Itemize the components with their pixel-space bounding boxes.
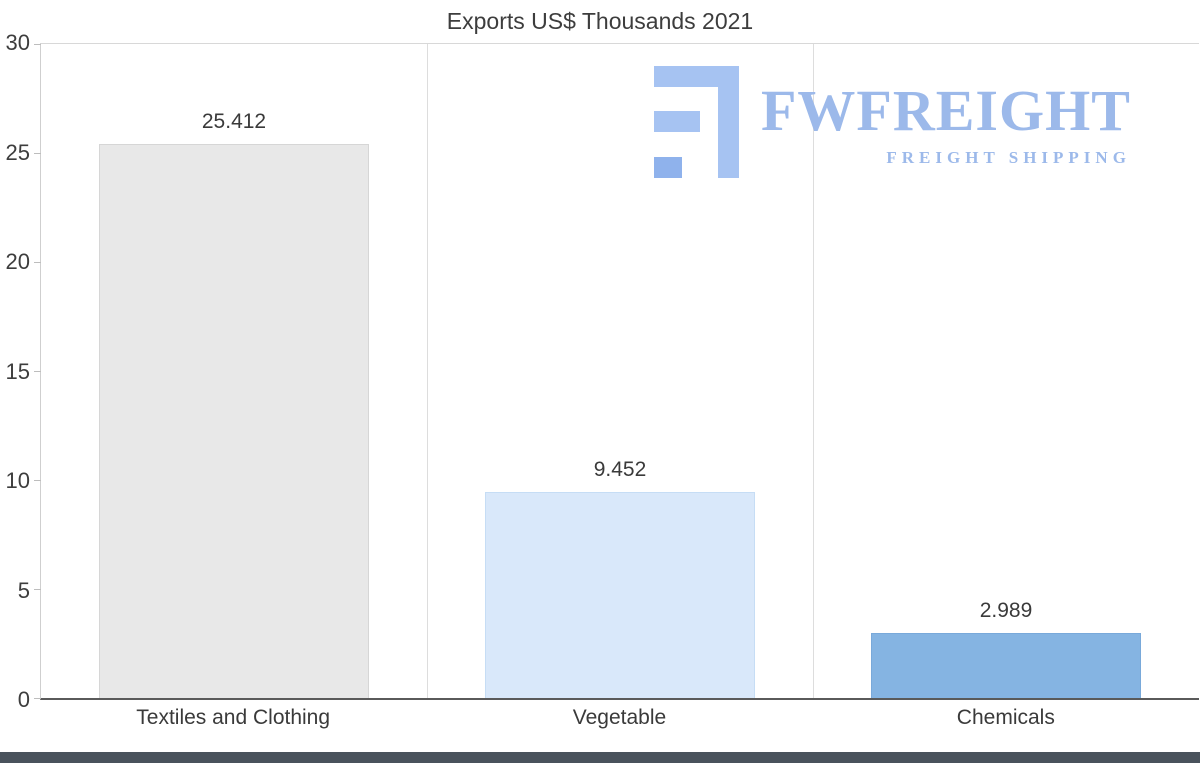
x-axis-label: Textiles and Clothing (136, 706, 331, 729)
bar-value-label: 25.412 (201, 110, 267, 134)
bar-slot: 25.412 (41, 44, 427, 698)
bar (870, 632, 1142, 698)
y-tick-mark (34, 262, 41, 263)
category-gridline (813, 44, 814, 698)
logo-tagline: FREIGHT SHIPPING (886, 148, 1131, 167)
freight-logo-icon (648, 66, 745, 184)
x-axis: Textiles and Clothing Vegetable Chemicals (40, 706, 1199, 740)
x-axis-label: Chemicals (956, 706, 1055, 729)
bar (98, 144, 370, 698)
y-axis-label: 5 (17, 577, 30, 603)
bar-value-label: 9.452 (593, 457, 647, 481)
y-axis: 0 5 10 15 20 25 30 (0, 30, 38, 712)
y-tick-mark (34, 589, 41, 590)
logo-name: FWFREIGHT (761, 78, 1131, 143)
y-tick-mark (34, 371, 41, 372)
chart-title: Exports US$ Thousands 2021 (446, 8, 754, 34)
logo-text-block: FWFREIGHT FREIGHT SHIPPING (761, 82, 1131, 168)
y-axis-label: 0 (17, 687, 30, 712)
watermark-logo: FWFREIGHT FREIGHT SHIPPING (648, 66, 1131, 184)
y-tick-mark (34, 44, 41, 45)
plot-area: 25.412 9.452 2.989 (34, 43, 1199, 700)
y-axis-label: 20 (5, 249, 30, 274)
y-tick-mark (34, 480, 41, 481)
y-axis-label: 10 (5, 468, 30, 493)
y-axis-label: 25 (5, 139, 30, 165)
category-gridline (427, 44, 428, 698)
y-tick-mark (34, 153, 41, 154)
bar-slot: 9.452 (427, 44, 813, 698)
y-axis-label: 30 (5, 30, 30, 55)
y-axis-label: 15 (5, 358, 30, 384)
bar-value-label: 2.989 (979, 598, 1033, 622)
bar (484, 491, 756, 698)
y-tick-mark (34, 698, 41, 699)
bottom-edge-bar (0, 752, 1200, 763)
bar-slot: 2.989 (813, 44, 1199, 698)
x-axis-label: Vegetable (572, 706, 667, 729)
